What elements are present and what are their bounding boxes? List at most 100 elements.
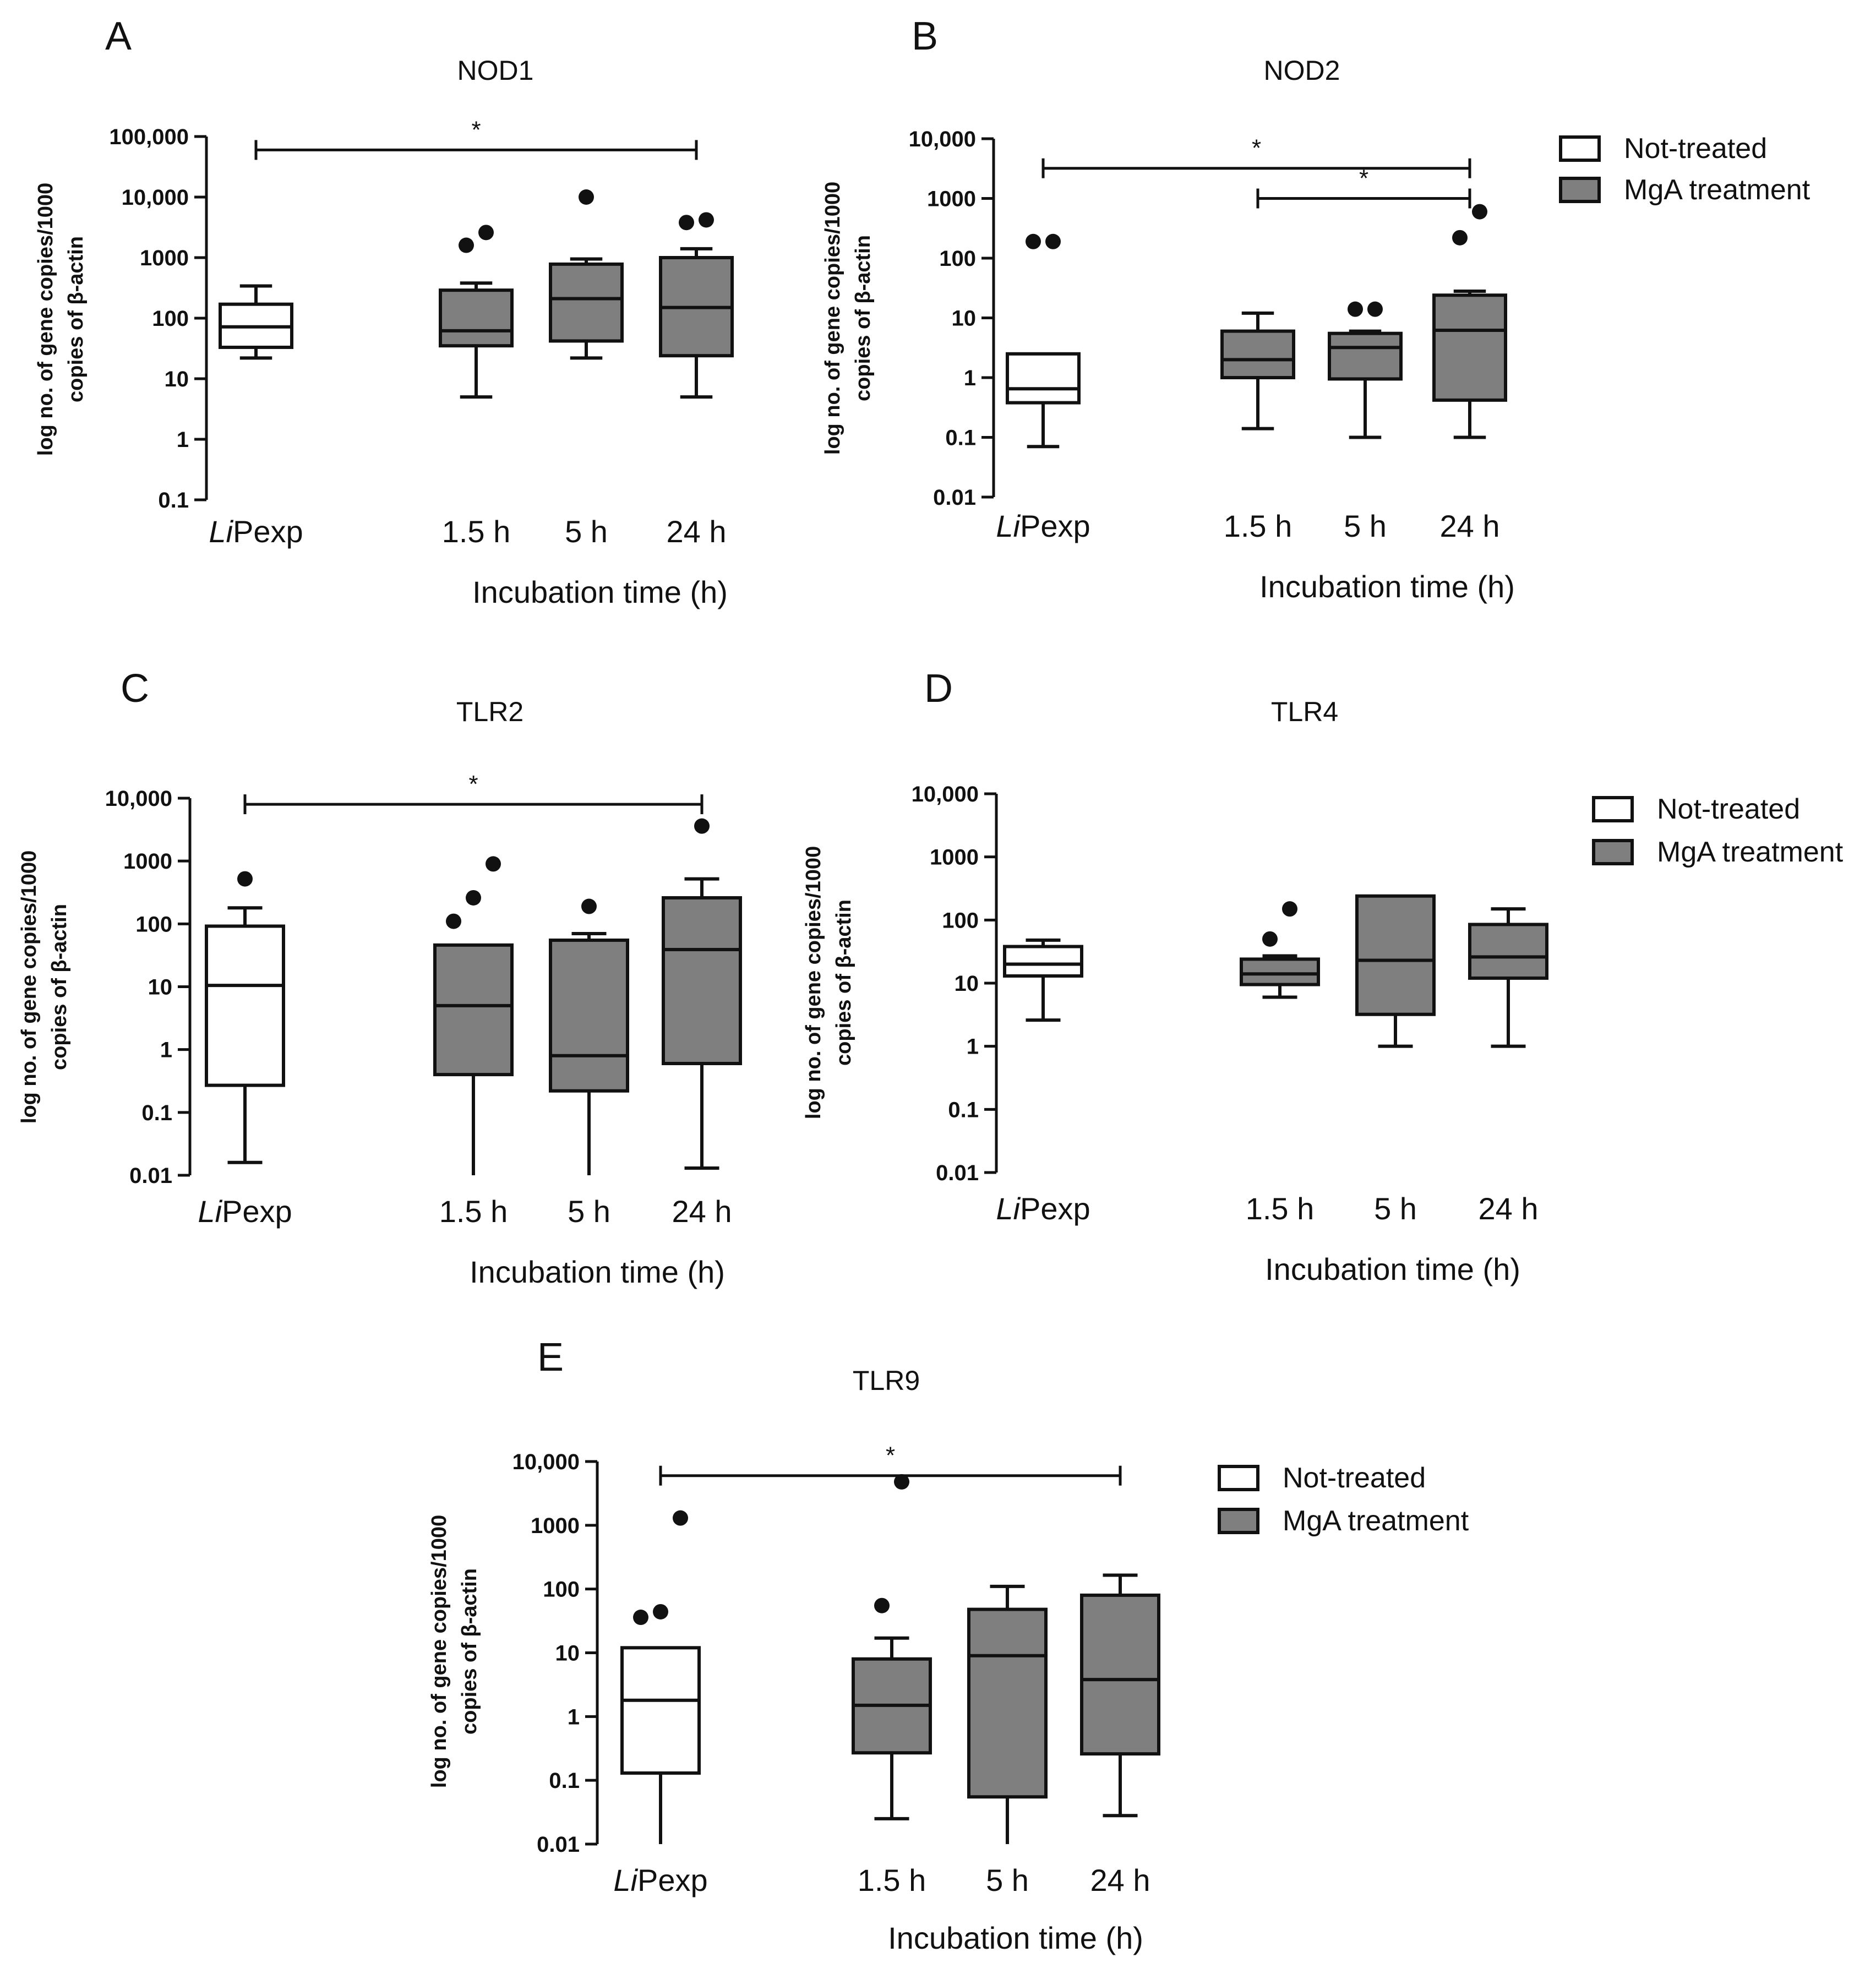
y-axis-label-line1: log no. of gene copies/1000	[428, 1515, 451, 1788]
y-axis-label-line1: log no. of gene copies/1000	[34, 183, 57, 456]
category-label: 24 h	[1440, 509, 1500, 543]
outlier-point	[237, 871, 253, 887]
y-axis-label-line1: log no. of gene copies/1000	[821, 182, 844, 455]
y-tick-label: 100	[942, 908, 979, 933]
category-label: 24 h	[672, 1194, 732, 1229]
box-iqr	[662, 896, 742, 1065]
outlier-point	[486, 856, 501, 872]
legend-swatch-not_treated	[1218, 1465, 1259, 1491]
category-label: LiPexp	[613, 1863, 707, 1897]
category-label-text: Pexp	[222, 1194, 292, 1229]
box-plot-1	[852, 1474, 932, 1820]
category-label-text: 24 h	[1440, 509, 1500, 543]
category-label: 1.5 h	[858, 1863, 926, 1897]
y-tick-label: 10,000	[909, 127, 976, 151]
panel-B: B NOD2 0.01 0.1 1 10 100 1000 10,000 log no. of g…	[821, 14, 1515, 604]
x-axis-title: Incubation time (h)	[888, 1921, 1143, 1955]
outlier-point	[653, 1604, 668, 1619]
box-iqr	[549, 262, 624, 343]
box-plot-3	[659, 212, 734, 399]
outlier-point	[579, 189, 594, 205]
box-plot-1	[439, 225, 514, 399]
outlier-point	[478, 225, 494, 241]
box-iqr	[1003, 945, 1083, 978]
legend-label: Not-treated	[1657, 793, 1800, 825]
legend-swatch-mga_treatment	[1592, 839, 1634, 865]
category-label: 5 h	[565, 514, 608, 549]
chart-title: NOD1	[457, 55, 534, 86]
outlier-point	[1472, 204, 1487, 220]
x-axis-title: Incubation time (h)	[472, 575, 728, 609]
category-label-text: 5 h	[986, 1863, 1029, 1897]
box-iqr	[1080, 1593, 1160, 1756]
box-plot-2	[549, 898, 629, 1175]
significance-star: *	[1252, 135, 1261, 162]
y-axis-label-line2: copies of β-actin	[64, 236, 88, 402]
category-label-italic: Li	[996, 509, 1021, 543]
y-tick-label: 1	[568, 1705, 580, 1729]
category-label: 1.5 h	[439, 1194, 508, 1229]
box-plot-0	[1003, 938, 1083, 1022]
y-tick-label: 10,000	[512, 1450, 580, 1474]
category-label-text: 24 h	[1090, 1863, 1150, 1897]
outlier-point	[1282, 901, 1297, 917]
y-tick-label: 100,000	[109, 125, 189, 149]
y-tick-label: 10	[555, 1642, 580, 1666]
y-tick-label: 10	[148, 975, 173, 1000]
y-tick-label: 0.01	[537, 1833, 580, 1857]
box-iqr	[1355, 894, 1436, 1016]
y-axis-label-line2: copies of β-actin	[832, 899, 855, 1066]
x-axis-title: Incubation time (h)	[1259, 569, 1515, 604]
box-iqr	[205, 924, 285, 1087]
box-plot-2	[1355, 894, 1436, 1048]
y-tick-label: 0.1	[945, 426, 976, 450]
category-label: LiPexp	[209, 514, 303, 549]
y-tick-label: 10,000	[912, 782, 979, 806]
panel-letter: E	[537, 1335, 564, 1379]
outlier-point	[1045, 233, 1061, 249]
significance-bracket: *	[659, 1442, 1122, 1486]
chart-title: TLR2	[456, 696, 523, 727]
category-label-text: 24 h	[667, 514, 727, 549]
y-tick-label: 100	[939, 247, 976, 271]
y-tick-label: 10,000	[122, 186, 189, 210]
category-label: 5 h	[986, 1863, 1029, 1897]
category-label-text: 24 h	[672, 1194, 732, 1229]
box-iqr	[433, 943, 514, 1077]
significance-star: *	[468, 771, 478, 798]
panel-C: C TLR2 0.01 0.1 1 10 100 1000 10,000 log no. of g…	[18, 667, 742, 1289]
box-iqr	[967, 1607, 1048, 1799]
box-iqr	[1432, 293, 1507, 402]
outlier-point	[694, 818, 710, 834]
y-axis-label-line2: copies of β-actin	[852, 235, 875, 401]
significance-bracket: *	[243, 771, 704, 815]
box-plot-2	[967, 1584, 1048, 1844]
y-tick-label: 1	[964, 366, 976, 390]
y-tick-label: 0.01	[936, 1161, 979, 1185]
category-label-text: Pexp	[1020, 509, 1090, 543]
category-label: 24 h	[667, 514, 727, 549]
category-label-italic: Li	[996, 1191, 1021, 1226]
outlier-point	[1262, 931, 1278, 947]
box-plot-0	[205, 871, 285, 1164]
category-label: LiPexp	[996, 509, 1090, 543]
category-label-text: 5 h	[1344, 509, 1387, 543]
legend-label: Not-treated	[1283, 1462, 1426, 1494]
box-plot-3	[1468, 907, 1548, 1048]
outlier-point	[673, 1510, 688, 1526]
category-label: 5 h	[1374, 1191, 1417, 1226]
category-label-text: Pexp	[637, 1863, 708, 1897]
category-label-text: Pexp	[1020, 1191, 1090, 1226]
y-tick-label: 0.1	[158, 488, 189, 512]
legend-1: Not-treated MgA treatment	[1592, 793, 1844, 868]
outlier-point	[459, 237, 474, 253]
chart-title: TLR9	[853, 1365, 920, 1396]
box-plot-1	[433, 856, 514, 1175]
category-label-italic: Li	[198, 1194, 222, 1229]
box-plot-3	[1080, 1573, 1160, 1818]
panel-E: E TLR9 0.01 0.1 1 10 100 1000 10,000 log no. of g…	[428, 1335, 1160, 1955]
box-iqr	[1468, 923, 1548, 980]
y-axis-label-line2: copies of β-actin	[48, 904, 71, 1070]
panel-letter: C	[121, 667, 149, 711]
y-axis-label: log no. of gene copies/1000 copies of β-a…	[428, 1515, 481, 1788]
